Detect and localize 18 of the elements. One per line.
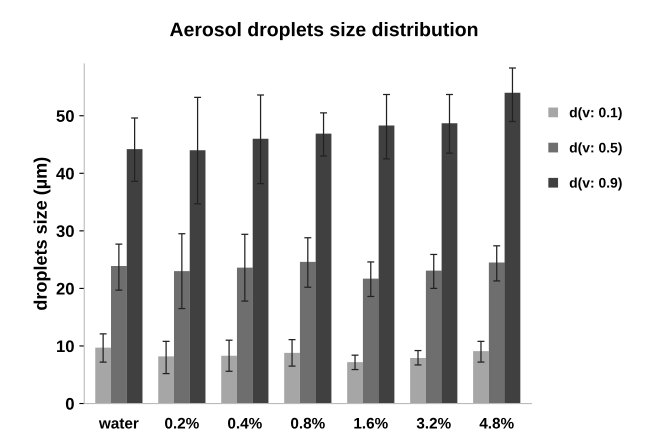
- legend-label: d(v: 0.1): [570, 107, 622, 120]
- x-tick-label: water: [98, 418, 139, 429]
- y-tick-label: 30: [56, 225, 74, 238]
- y-tick-label: 10: [57, 340, 74, 352]
- y-tick-label: 40: [56, 168, 74, 180]
- legend-label: d(v: 0.5): [570, 142, 622, 156]
- x-tick-label: 0.2%: [165, 418, 199, 429]
- x-tick-label: 0.8%: [290, 418, 325, 429]
- legend-label: d(v: 0.9): [570, 178, 622, 190]
- chart-title: Aerosol droplets size distribution: [170, 22, 478, 40]
- x-tick-label: 1.6%: [354, 418, 388, 429]
- y-tick-label: 0: [66, 398, 74, 410]
- y-axis-title: droplets size (µm): [34, 158, 50, 310]
- x-tick-label: 4.8%: [480, 418, 514, 429]
- x-tick-label: 0.4%: [228, 418, 262, 429]
- y-tick-label: 20: [56, 282, 74, 295]
- y-tick-label: 50: [56, 110, 74, 122]
- x-tick-label: 3.2%: [416, 418, 451, 429]
